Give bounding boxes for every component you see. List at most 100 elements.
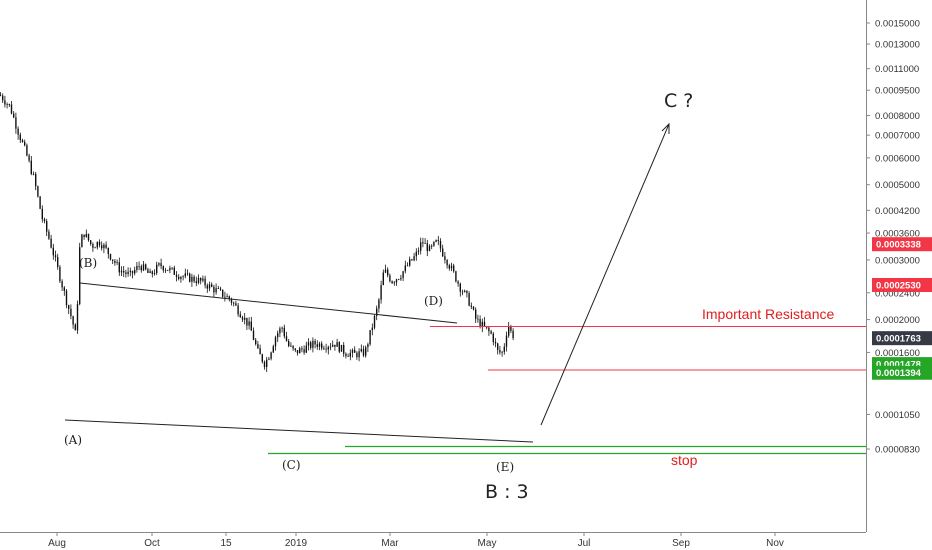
candle	[261, 353, 263, 364]
candle	[171, 267, 173, 270]
candle	[334, 344, 336, 351]
candle	[182, 275, 184, 281]
target-label: C ?	[664, 90, 693, 112]
candle	[325, 343, 327, 353]
candle	[140, 264, 142, 273]
candle	[48, 229, 50, 240]
candle	[446, 258, 448, 269]
candle	[255, 338, 257, 346]
candle	[439, 238, 442, 253]
price-tick-label: 0.0003600	[875, 229, 920, 240]
candle	[259, 344, 261, 355]
candle	[288, 338, 290, 348]
candle	[398, 278, 400, 281]
candle	[336, 338, 338, 347]
price-tag-label: 0.0002530	[876, 280, 921, 291]
candle	[477, 314, 479, 323]
candle	[127, 267, 129, 277]
price-tag: 0.0003338	[872, 237, 932, 252]
candle	[307, 338, 310, 351]
candle	[373, 314, 376, 330]
candle	[299, 346, 301, 354]
candle	[285, 331, 288, 342]
candle	[382, 269, 384, 286]
candle	[61, 279, 63, 292]
candle	[105, 241, 107, 250]
candle	[21, 138, 24, 143]
wave-label-e: (E)	[496, 460, 514, 474]
candle	[186, 269, 189, 276]
time-axis[interactable]: Aug Oct 15 2019 Mar May Jul Sep Nov	[0, 532, 866, 549]
candle	[120, 266, 123, 276]
candle	[195, 276, 197, 287]
candle	[215, 283, 217, 295]
candle	[426, 239, 428, 257]
candle	[437, 235, 439, 246]
candle	[340, 344, 343, 352]
candle	[15, 112, 17, 134]
candle	[164, 267, 167, 273]
candle	[125, 269, 127, 278]
drawing-layer	[64, 122, 866, 455]
candle	[349, 349, 351, 361]
candle	[354, 346, 356, 353]
candle	[24, 139, 26, 147]
candle	[402, 270, 404, 281]
candle	[420, 237, 422, 255]
price-tick-label: 0.0004200	[875, 206, 920, 217]
candle	[345, 352, 347, 359]
candle	[428, 244, 431, 252]
candle	[233, 301, 235, 307]
price-tick-label: 0.0015000	[875, 19, 920, 30]
candle	[327, 345, 329, 355]
price-tag-label: 0.0001763	[876, 334, 921, 345]
candle	[213, 284, 215, 298]
price-tag: 0.0002530	[872, 277, 932, 292]
candle	[10, 100, 13, 115]
price-axis[interactable]: 0.0018000 0.0015000 0.0013000 0.0011000 0.00…	[866, 0, 932, 532]
candle	[371, 323, 373, 336]
candle	[193, 274, 195, 283]
candle	[244, 312, 246, 325]
candle	[197, 274, 200, 285]
price-tick-label: 0.0008000	[875, 111, 920, 122]
wave-labels: (A) (B) (C) (D) (E)	[64, 256, 514, 474]
candle	[387, 267, 389, 278]
candle	[211, 282, 213, 288]
candle	[314, 338, 316, 349]
projection-arrow	[540, 122, 670, 426]
candle	[404, 260, 406, 274]
candle	[461, 289, 464, 296]
time-tick-label: Aug	[48, 538, 66, 549]
candle	[145, 263, 147, 271]
candle	[459, 282, 461, 297]
candle	[85, 229, 87, 238]
price-tick-label: 0.0013000	[875, 40, 920, 51]
candle	[472, 305, 475, 311]
candle	[147, 267, 149, 274]
candle	[189, 272, 191, 283]
wave-label-d: (D)	[424, 294, 443, 308]
candle	[2, 93, 4, 104]
candle	[444, 252, 446, 264]
price-tag-label: 0.0001394	[876, 368, 922, 379]
candle	[393, 280, 395, 286]
candle	[52, 243, 54, 260]
price-tag: 0.0001763	[872, 331, 932, 346]
candle	[281, 326, 283, 333]
candle	[283, 324, 285, 339]
candle	[431, 244, 433, 250]
candle	[424, 238, 426, 244]
candle	[501, 350, 503, 357]
price-tick-label: 0.0011000	[875, 64, 919, 75]
candle	[512, 328, 514, 341]
candle	[395, 278, 398, 286]
candle	[305, 341, 307, 354]
candle	[503, 343, 505, 355]
candle	[268, 356, 270, 361]
candle	[153, 269, 156, 276]
candle	[180, 275, 182, 283]
price-tick-label: 0.0007000	[875, 131, 920, 142]
time-tick-label: Sep	[672, 538, 690, 549]
candle	[151, 270, 153, 278]
